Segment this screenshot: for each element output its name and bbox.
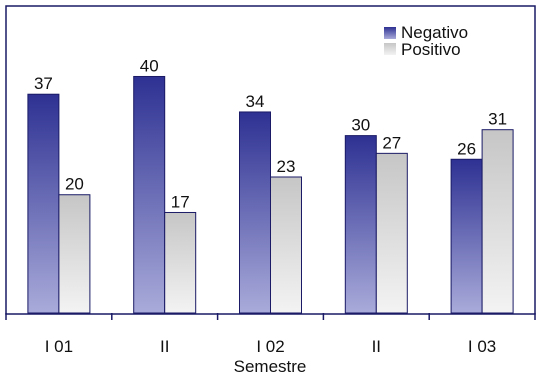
bar-negativo-1	[27, 93, 60, 314]
data-label-positivo-5: 31	[488, 110, 507, 129]
bar-positivo-5	[481, 129, 514, 314]
x-tick-label-5: I 03	[468, 337, 496, 356]
data-label-positivo-1: 20	[65, 175, 84, 194]
legend-swatch-negativo	[384, 27, 396, 39]
x-tick-label-4: II	[372, 337, 381, 356]
x-tick-label-1: I 01	[45, 337, 73, 356]
data-label-negativo-3: 34	[246, 92, 265, 111]
data-label-positivo-3: 23	[277, 157, 296, 176]
data-label-negativo-1: 37	[34, 74, 53, 93]
x-tick-label-3: I 02	[256, 337, 284, 356]
legend: Negativo Positivo	[384, 23, 468, 59]
data-label-negativo-4: 30	[351, 116, 370, 135]
legend-swatch-positivo	[384, 43, 396, 55]
bar-positivo-4	[375, 152, 408, 314]
bar-positivo-3	[270, 176, 302, 314]
data-label-negativo-5: 26	[457, 139, 476, 158]
bar-positivo-2	[164, 211, 197, 314]
data-label-negativo-2: 40	[140, 56, 159, 75]
x-ticks-group	[5, 313, 536, 320]
bars-group: 37 20 40 17 34 23 30 27 26 31	[27, 56, 514, 314]
bar-negativo-2	[133, 75, 166, 314]
data-label-positivo-2: 17	[171, 192, 190, 211]
legend-label-positivo: Positivo	[401, 40, 461, 59]
bar-positivo-1	[58, 194, 91, 314]
x-tick-labels-group: I 01 II I 02 II I 03	[45, 337, 497, 356]
bar-negativo-5	[450, 158, 483, 314]
bar-negativo-4	[344, 135, 377, 314]
data-label-positivo-4: 27	[382, 133, 401, 152]
bar-negativo-3	[239, 111, 271, 314]
x-axis-label: Semestre	[234, 357, 307, 376]
x-tick-label-2: II	[160, 337, 169, 356]
legend-label-negativo: Negativo	[401, 23, 468, 42]
